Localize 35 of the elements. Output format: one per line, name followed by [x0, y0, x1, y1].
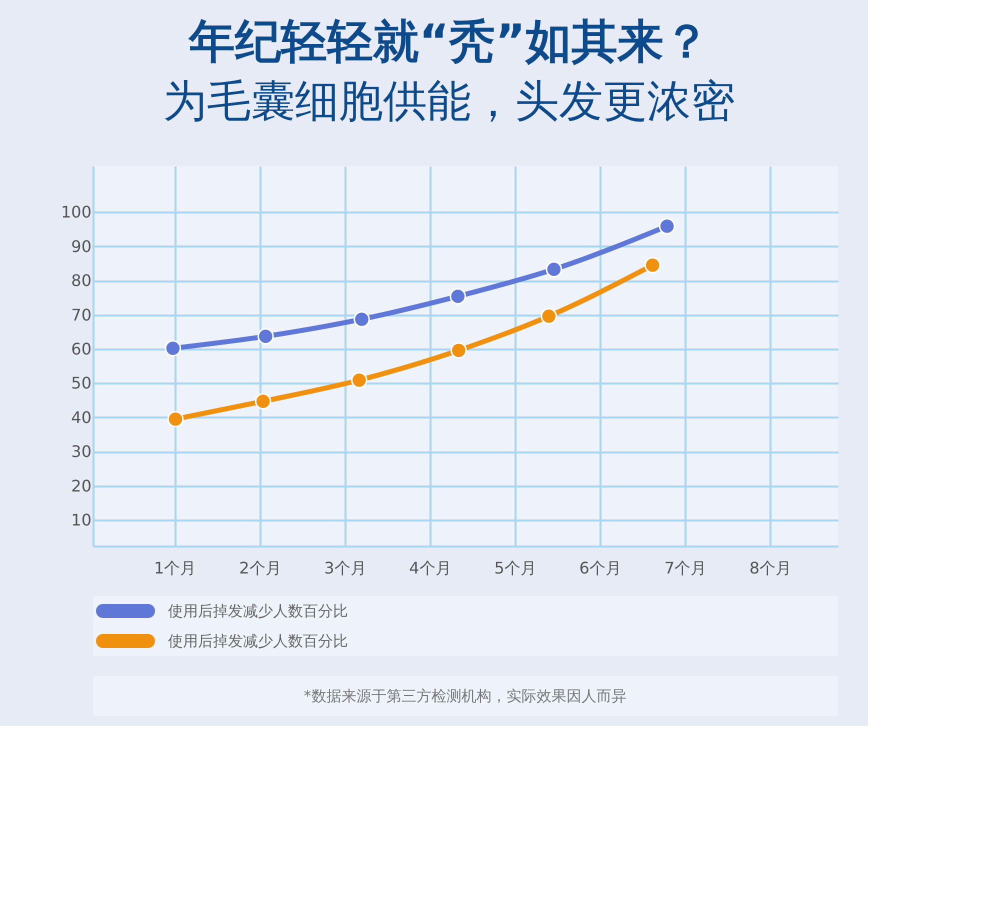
legend-label: 使用后掉发减少人数百分比 — [168, 602, 348, 620]
y-tick-label: 100 — [60, 202, 92, 222]
point — [167, 410, 184, 428]
legend-label: 使用后掉发减少人数百分比 — [168, 632, 348, 650]
point — [354, 311, 370, 328]
point — [351, 372, 368, 388]
point — [164, 340, 182, 356]
x-tick-label: 3个月 — [324, 558, 366, 578]
x-tick-label: 7个月 — [664, 558, 707, 578]
x-tick-label: 4个月 — [409, 558, 452, 578]
x-tick-label: 8个月 — [749, 558, 792, 578]
text: *数据来源于第三方检测机构，实际效果因人而异 — [304, 687, 626, 705]
point — [450, 342, 467, 359]
y-tick-label: 30 — [71, 442, 92, 462]
x-tick-label: 5个月 — [494, 558, 536, 578]
point — [257, 328, 274, 344]
x-tick-label: 6个月 — [579, 558, 622, 578]
y-tick-label: 50 — [71, 374, 92, 393]
y-tick-label: 90 — [71, 236, 92, 256]
point — [658, 218, 676, 234]
y-tick-label: 10 — [71, 510, 92, 530]
y-tick-label: 40 — [71, 408, 92, 427]
point — [540, 308, 558, 324]
y-tick-label: 70 — [71, 305, 92, 324]
point — [644, 257, 661, 274]
point — [254, 393, 272, 410]
point — [546, 261, 562, 278]
x-tick-label: 2个月 — [239, 558, 282, 578]
y-tick-label: 80 — [71, 271, 92, 290]
y-tick-label: 20 — [71, 476, 92, 496]
point — [450, 288, 466, 304]
x-tick-label: 1个月 — [154, 558, 196, 578]
chart-title: 年纪轻轻就“秃”如其来？ — [186, 14, 710, 68]
y-tick-label: 60 — [71, 339, 92, 358]
chart-subtitle: 为毛囊细胞供能，头发更浓密 — [163, 76, 736, 127]
